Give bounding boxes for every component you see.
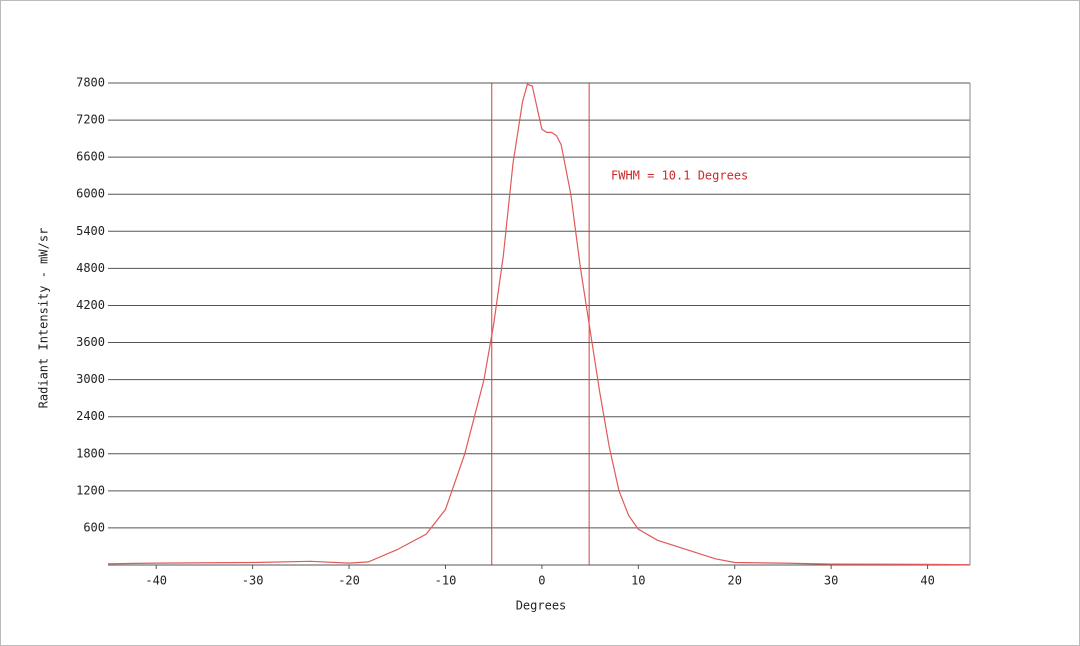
y-axis-label: Radiant Intensity - mW/sr (37, 228, 51, 409)
x-axis-label: Degrees (516, 599, 567, 613)
y-tick-label: 4800 (76, 261, 105, 275)
y-tick-label: 600 (83, 520, 105, 534)
x-tick-label: 20 (728, 574, 742, 588)
x-tick-label: -40 (145, 574, 167, 588)
y-tick-label: 6600 (76, 150, 105, 164)
y-tick-label: 3600 (76, 335, 105, 349)
y-tick-label: 6000 (76, 187, 105, 201)
x-tick-label: 40 (920, 574, 934, 588)
annotation: FWHM = 10.1 Degrees (611, 169, 748, 183)
x-tick-label: -10 (435, 574, 457, 588)
y-tick-label: 7200 (76, 113, 105, 127)
y-tick-label: 2400 (76, 409, 105, 423)
y-tick-label: 7800 (76, 76, 105, 90)
y-tick-label: 3000 (76, 372, 105, 386)
intensity-line (107, 83, 971, 566)
y-tick-label: 1800 (76, 446, 105, 460)
x-tick-label: -30 (242, 574, 264, 588)
y-tick-label: 4200 (76, 298, 105, 312)
x-tick-label: 0 (538, 574, 545, 588)
x-tick-label: -20 (338, 574, 360, 588)
x-tick-label: 30 (824, 574, 838, 588)
y-tick-label: 1200 (76, 483, 105, 497)
x-tick-label: 10 (631, 574, 645, 588)
y-tick-label: 5400 (76, 224, 105, 238)
